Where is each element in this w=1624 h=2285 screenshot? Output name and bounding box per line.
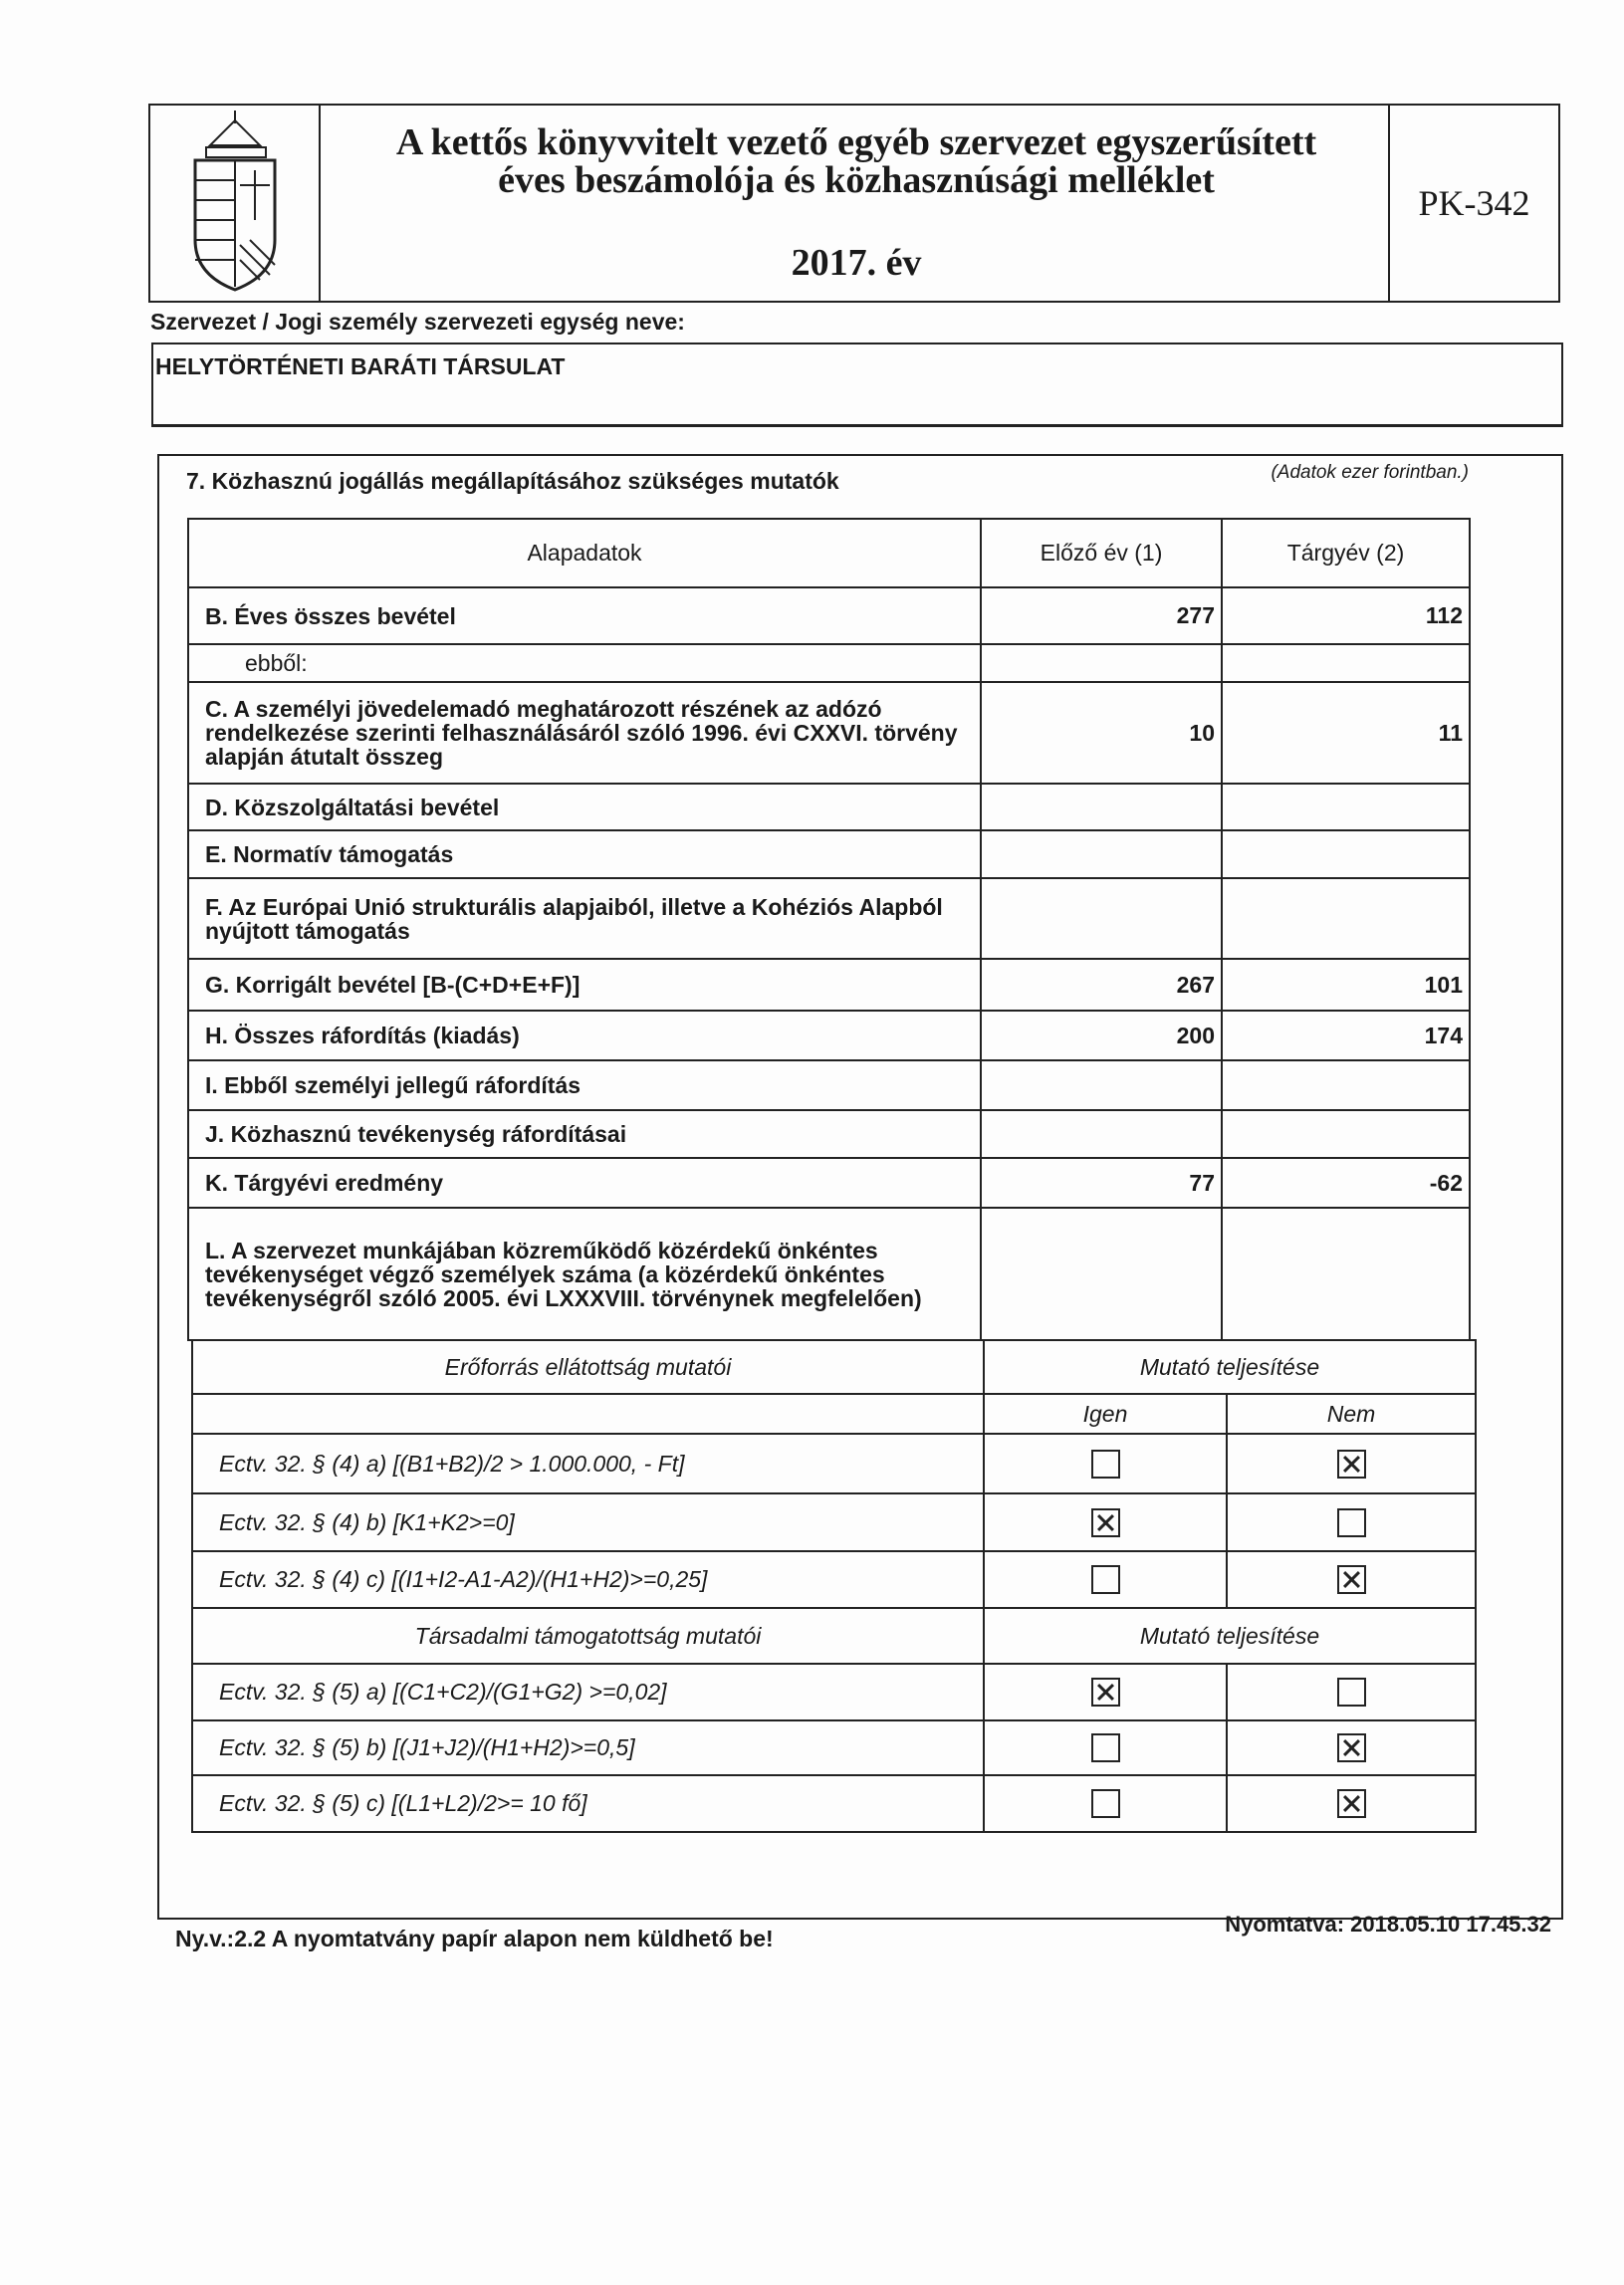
current-year-value: 112 — [1221, 586, 1471, 645]
row-label: K. Tárgyévi eredmény — [187, 1157, 982, 1209]
resource-indicator-label: Ectv. 32. § (4) b) [K1+K2>=0] — [191, 1492, 985, 1552]
no-checkbox-cell — [1226, 1433, 1477, 1494]
column-header-previous-year: Előző év (1) — [980, 518, 1223, 588]
yes-checkbox[interactable] — [1090, 1507, 1120, 1537]
previous-year-value — [980, 1109, 1223, 1159]
current-year-value — [1221, 829, 1471, 879]
current-year-value — [1221, 1059, 1471, 1111]
row-label: C. A személyi jövedelemadó meghatározott… — [187, 681, 982, 785]
previous-year-value: 267 — [980, 958, 1223, 1012]
row-label: B. Éves összes bevétel — [187, 586, 982, 645]
organization-name-field: HELYTÖRTÉNETI BARÁTI TÁRSULAT — [151, 343, 1563, 427]
row-label: L. A szervezet munkájában közreműködő kö… — [187, 1207, 982, 1341]
yes-checkbox-cell — [983, 1663, 1228, 1721]
row-label: J. Közhasznú tevékenység ráfordításai — [187, 1109, 982, 1159]
social-indicator-label: Ectv. 32. § (5) a) [(C1+C2)/(G1+G2) >=0,… — [191, 1663, 985, 1721]
yes-checkbox-cell — [983, 1719, 1228, 1776]
social-indicator-label: Ectv. 32. § (5) c) [(L1+L2)/2>= 10 fő] — [191, 1774, 985, 1833]
row-label: I. Ebből személyi jellegű ráfordítás — [187, 1059, 982, 1111]
no-checkbox[interactable] — [1336, 1678, 1366, 1707]
no-checkbox[interactable] — [1336, 1507, 1366, 1537]
row-label: G. Korrigált bevétel [B-(C+D+E+F)] — [187, 958, 982, 1012]
resource-indicator-label: Ectv. 32. § (4) a) [(B1+B2)/2 > 1.000.00… — [191, 1433, 985, 1494]
social-fulfillment-header: Mutató teljesítése — [983, 1607, 1477, 1665]
no-checkbox[interactable] — [1336, 1789, 1366, 1818]
yes-header: Igen — [983, 1393, 1228, 1435]
row-label: ebből: — [187, 643, 982, 683]
previous-year-value — [980, 1059, 1223, 1111]
no-checkbox[interactable] — [1336, 1449, 1366, 1479]
current-year-value — [1221, 877, 1471, 960]
section-box — [157, 454, 1563, 1920]
column-header-basic-data: Alapadatok — [187, 518, 982, 588]
yes-checkbox-cell — [983, 1492, 1228, 1552]
previous-year-value: 277 — [980, 586, 1223, 645]
current-year-value — [1221, 1207, 1471, 1341]
no-checkbox-cell — [1226, 1663, 1477, 1721]
yes-checkbox[interactable] — [1090, 1449, 1120, 1479]
yes-checkbox[interactable] — [1090, 1565, 1120, 1594]
current-year-value: 101 — [1221, 958, 1471, 1012]
blank-cell — [191, 1393, 985, 1435]
previous-year-value — [980, 643, 1223, 683]
title-line-2: éves beszámolója és közhasznúsági mellék… — [498, 159, 1215, 201]
current-year-value — [1221, 1109, 1471, 1159]
previous-year-value — [980, 877, 1223, 960]
yes-checkbox-cell — [983, 1774, 1228, 1833]
yes-checkbox[interactable] — [1090, 1733, 1120, 1762]
previous-year-value — [980, 1207, 1223, 1341]
resources-fulfillment-header: Mutató teljesítése — [983, 1339, 1477, 1395]
previous-year-value: 200 — [980, 1010, 1223, 1061]
organization-label: Szervezet / Jogi személy szervezeti egys… — [150, 309, 685, 335]
current-year-value — [1221, 783, 1471, 831]
form-header: A kettős könyvvitelt vezető egyéb szerve… — [148, 104, 1560, 303]
previous-year-value: 77 — [980, 1157, 1223, 1209]
column-header-current-year: Tárgyév (2) — [1221, 518, 1471, 588]
no-checkbox[interactable] — [1336, 1733, 1366, 1762]
no-checkbox-cell — [1226, 1492, 1477, 1552]
yes-checkbox-cell — [983, 1433, 1228, 1494]
printed-timestamp: Nyomtatva: 2018.05.10 17.45.32 — [1225, 1912, 1551, 1937]
current-year-value — [1221, 643, 1471, 683]
previous-year-value: 10 — [980, 681, 1223, 785]
current-year-value: 11 — [1221, 681, 1471, 785]
version-note: Ny.v.:2.2 A nyomtatvány papír alapon nem… — [175, 1926, 774, 1951]
yes-checkbox[interactable] — [1090, 1678, 1120, 1707]
row-label: D. Közszolgáltatási bevétel — [187, 783, 982, 831]
unit-note: (Adatok ezer forintban.) — [1271, 462, 1469, 483]
form-year: 2017. év — [791, 242, 922, 284]
current-year-value: 174 — [1221, 1010, 1471, 1061]
previous-year-value — [980, 783, 1223, 831]
yes-checkbox-cell — [983, 1550, 1228, 1609]
logo-cell — [150, 106, 321, 301]
social-indicator-label: Ectv. 32. § (5) b) [(J1+J2)/(H1+H2)>=0,5… — [191, 1719, 985, 1776]
form-code: PK-342 — [1388, 106, 1558, 301]
form-title: A kettős könyvvitelt vezető egyéb szerve… — [321, 123, 1392, 199]
no-header: Nem — [1226, 1393, 1477, 1435]
social-title: Társadalmi támogatottság mutatói — [191, 1607, 985, 1665]
section-title: 7. Közhasznú jogállás megállapításához s… — [186, 468, 839, 494]
yes-checkbox[interactable] — [1090, 1789, 1120, 1818]
row-label: E. Normatív támogatás — [187, 829, 982, 879]
title-line-1: A kettős könyvvitelt vezető egyéb szerve… — [395, 121, 1317, 163]
no-checkbox-cell — [1226, 1774, 1477, 1833]
previous-year-value — [980, 829, 1223, 879]
current-year-value: -62 — [1221, 1157, 1471, 1209]
row-label: H. Összes ráfordítás (kiadás) — [187, 1010, 982, 1061]
resources-title: Erőforrás ellátottság mutatói — [191, 1339, 985, 1395]
row-label: F. Az Európai Unió strukturális alapjaib… — [187, 877, 982, 960]
resource-indicator-label: Ectv. 32. § (4) c) [(I1+I2-A1-A2)/(H1+H2… — [191, 1550, 985, 1609]
no-checkbox[interactable] — [1336, 1565, 1366, 1594]
no-checkbox-cell — [1226, 1719, 1477, 1776]
no-checkbox-cell — [1226, 1550, 1477, 1609]
coat-of-arms-icon — [193, 111, 277, 292]
